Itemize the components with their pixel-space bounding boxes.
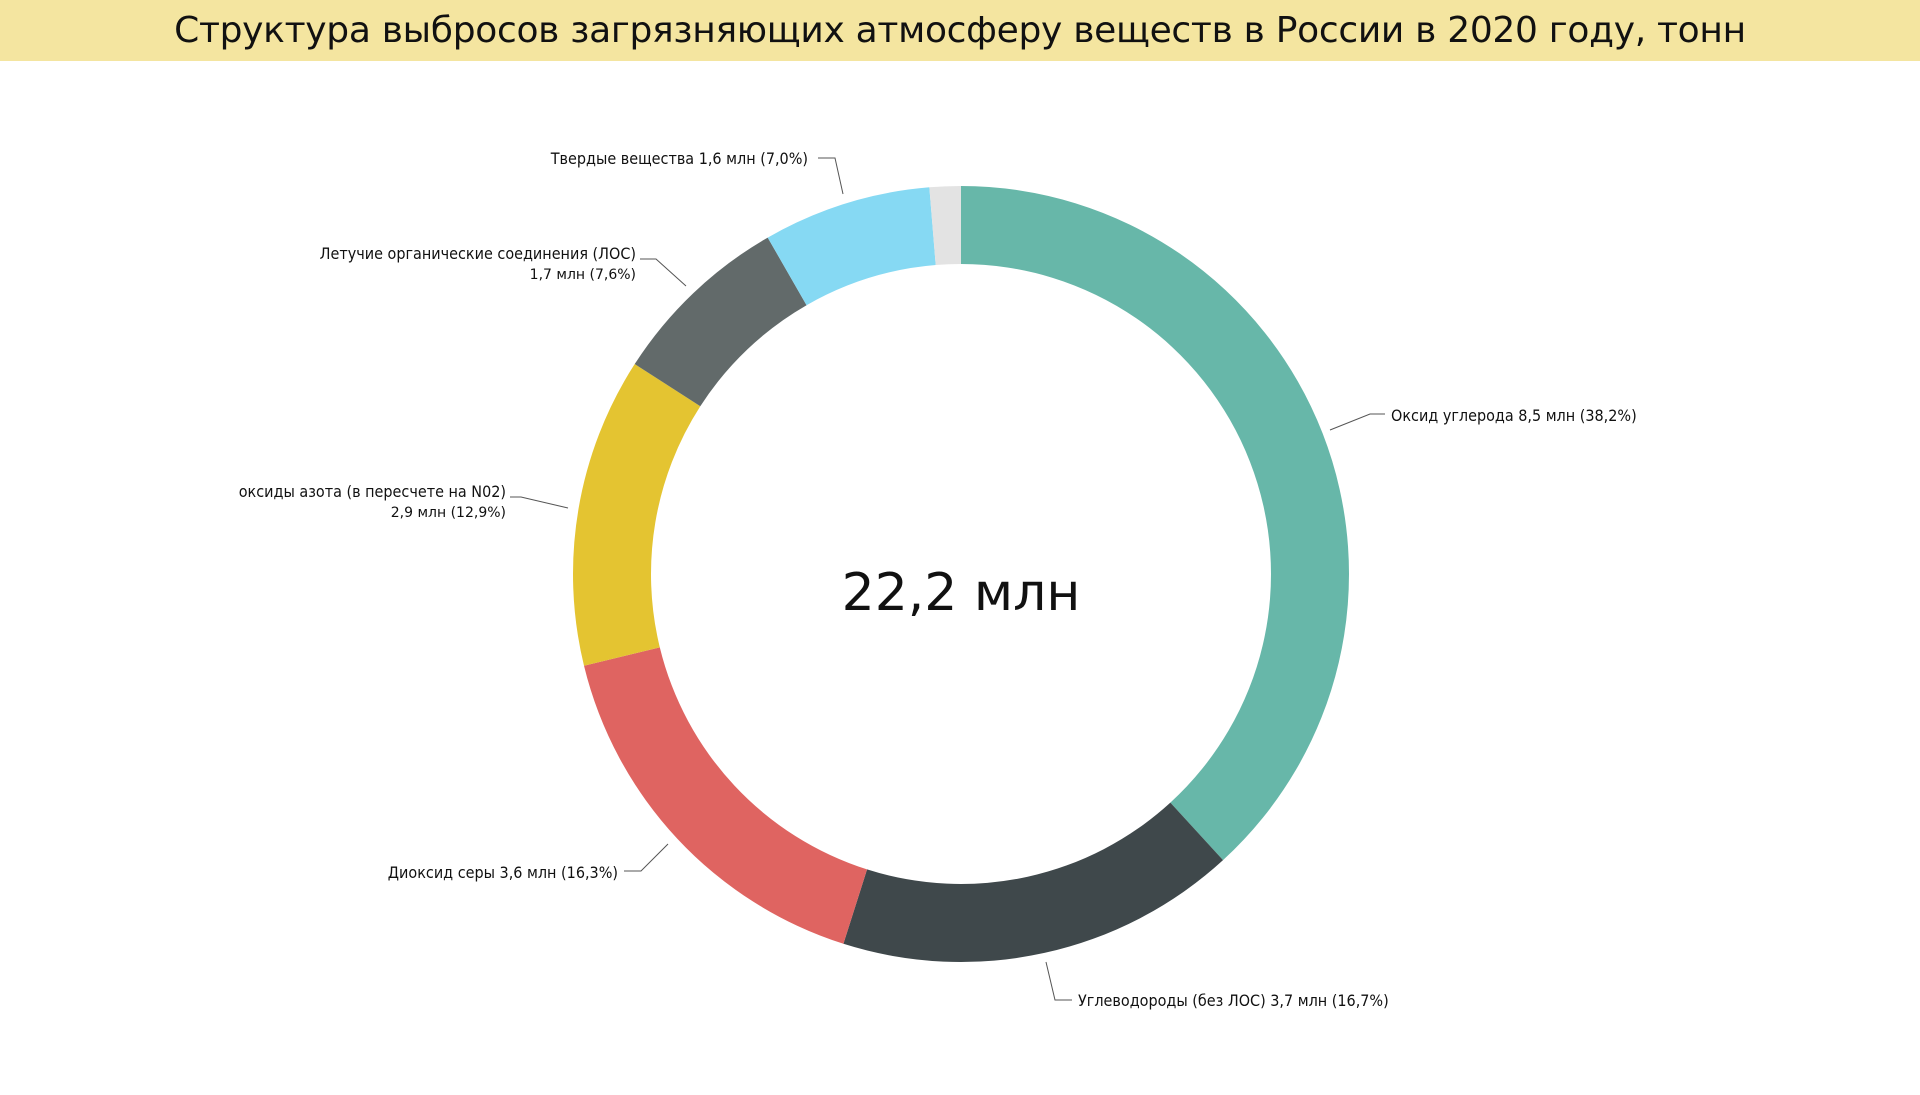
slice-labels: Оксид углерода 8,5 млн (38,2%) Углеводоро…: [239, 149, 1637, 1010]
slice-label: оксиды азота (в пересчете на N02): [239, 482, 506, 501]
slice-label: 2,9 млн (12,9%): [391, 505, 506, 521]
leader-line: [640, 258, 687, 287]
leader-line: [1329, 413, 1385, 431]
title-bar: Структура выбросов загрязняющих атмосфер…: [0, 0, 1920, 61]
slice-label: 1,7 млн (7,6%): [530, 267, 636, 283]
leader-line: [1045, 961, 1072, 1001]
leader-line: [818, 157, 844, 195]
slice-углеводороды-без-лос: [843, 802, 1224, 962]
slice-прочие: [929, 186, 961, 266]
slice-твердые-вещества: [767, 187, 936, 306]
label-leaders: [510, 157, 1385, 1001]
leader-line: [510, 496, 569, 509]
slice-летучие-органические-соединения-лос: [634, 237, 807, 407]
slice-оксиды-азота-в-пересчете-на-n02: [573, 364, 701, 666]
slice-оксид-углерода: [961, 186, 1349, 861]
donut-slices: [573, 186, 1349, 962]
leader-line: [624, 843, 669, 872]
chart-title: Структура выбросов загрязняющих атмосфер…: [174, 10, 1746, 51]
slice-label: Летучие органические соединения (ЛОС): [320, 244, 636, 263]
slice-label: Оксид углерода 8,5 млн (38,2%): [1391, 406, 1637, 425]
slice-label: Углеводороды (без ЛОС) 3,7 млн (16,7%): [1078, 991, 1389, 1010]
center-total-label: 22,2 млн: [842, 563, 1081, 623]
slice-диоксид-серы: [584, 647, 868, 944]
slice-label: Твердые вещества 1,6 млн (7,0%): [550, 149, 808, 168]
slice-label: Диоксид серы 3,6 млн (16,3%): [388, 863, 618, 882]
